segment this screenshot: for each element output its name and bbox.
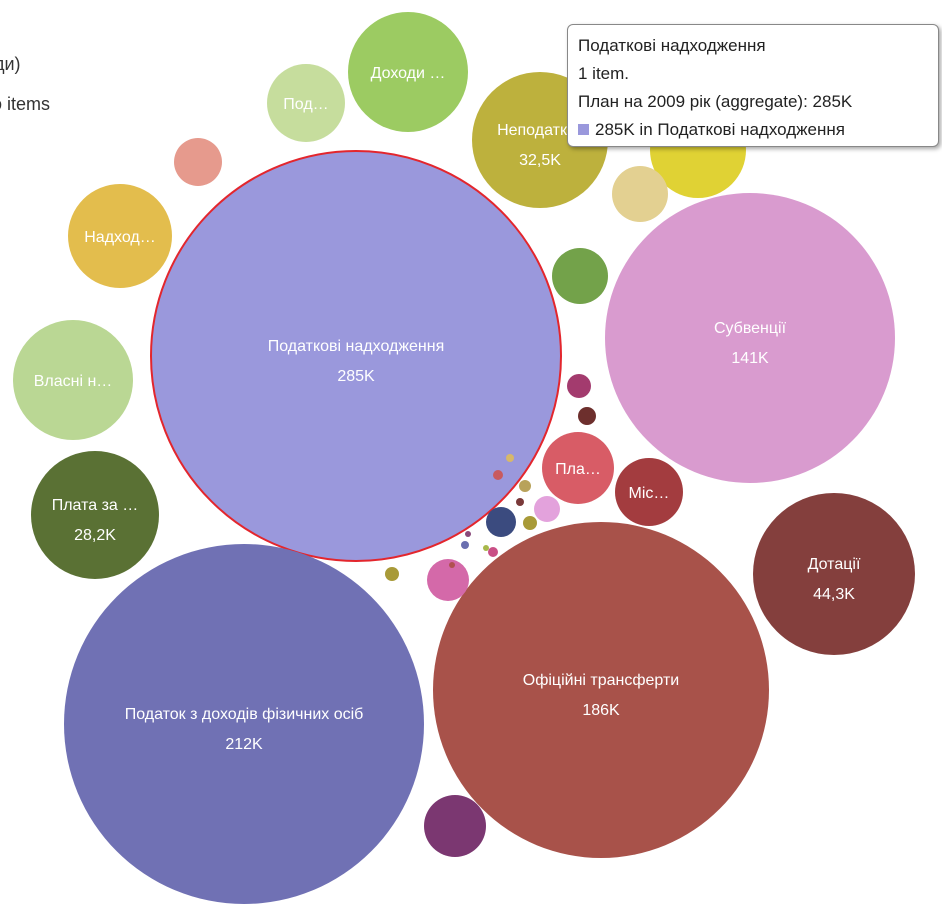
bubble-unlabeled[interactable]: [552, 248, 608, 304]
bubble-unlabeled[interactable]: [612, 166, 668, 222]
bubble-circle[interactable]: [483, 545, 489, 551]
bubble-unlabeled[interactable]: [516, 498, 524, 506]
bubble-circle[interactable]: [64, 544, 424, 904]
bubble-circle[interactable]: [542, 432, 614, 504]
bubble-надход[interactable]: Надход…: [68, 184, 172, 288]
bubble-circle[interactable]: [552, 248, 608, 304]
tooltip-title: Податкові надходження: [578, 36, 766, 55]
bubble-податкові-надходження[interactable]: Податкові надходження 285K: [150, 150, 562, 562]
bubble-circle[interactable]: [348, 12, 468, 132]
bubble-unlabeled[interactable]: [519, 480, 531, 492]
bubble-circle[interactable]: [433, 522, 769, 858]
bubble-value-label: 285K: [337, 368, 375, 385]
bubble-label: Власні н…: [34, 373, 113, 390]
bubble-под[interactable]: Под…: [267, 64, 345, 142]
bubble-unlabeled[interactable]: [486, 507, 516, 537]
bubble-податок-з-доходів-фізичних-осіб[interactable]: Податок з доходів фізичних осіб 212K: [64, 544, 424, 904]
bubble-circle[interactable]: [519, 480, 531, 492]
bubble-value-label: 32,5K: [519, 152, 561, 169]
bubble-дотації[interactable]: Дотації 44,3K: [753, 493, 915, 655]
bubble-unlabeled[interactable]: [385, 567, 399, 581]
bubble-label: Пла…: [555, 461, 601, 478]
bubble-unlabeled[interactable]: [465, 531, 471, 537]
bubble-label: Міс…: [629, 485, 670, 502]
bubble-label: Субвенції: [714, 320, 787, 337]
bubble-circle[interactable]: [488, 547, 498, 557]
bubble-unlabeled[interactable]: [523, 516, 537, 530]
bubble-circle[interactable]: [605, 193, 895, 483]
bubble-circle[interactable]: [516, 498, 524, 506]
bubble-circle[interactable]: [267, 64, 345, 142]
bubble-плата-за[interactable]: Плата за … 28,2K: [31, 451, 159, 579]
bubble-circle[interactable]: [612, 166, 668, 222]
bubble-unlabeled[interactable]: [506, 454, 514, 462]
bubble-label: Доходи …: [371, 65, 446, 82]
bubble-circle[interactable]: [506, 454, 514, 462]
bubble-label: Податок з доходів фізичних осіб: [125, 706, 364, 723]
tooltip-swatch: [578, 124, 589, 135]
bubble-circle[interactable]: [523, 516, 537, 530]
bubble-label: Неподатк…: [497, 122, 583, 139]
bubble-circle[interactable]: [68, 184, 172, 288]
bubble-circle[interactable]: [534, 496, 560, 522]
bubble-circle[interactable]: [13, 320, 133, 440]
bubble-субвенції[interactable]: Субвенції 141K: [605, 193, 895, 483]
bubble-label: Офіційні трансферти: [523, 672, 680, 689]
bubble-unlabeled[interactable]: [483, 545, 489, 551]
bubble-unlabeled[interactable]: [567, 374, 591, 398]
bubble-label: Под…: [283, 96, 328, 113]
bubble-circle[interactable]: [385, 567, 399, 581]
bubble-value-label: 28,2K: [74, 527, 116, 544]
bubble-label: Плата за …: [52, 497, 139, 514]
bubble-label: Податкові надходження: [268, 338, 445, 355]
bubble-value-label: 141K: [731, 350, 769, 367]
tooltip: Податкові надходження 1 item. План на 20…: [567, 24, 939, 147]
bubble-value-label: 44,3K: [813, 586, 855, 603]
tooltip-entry-text: 285K in Податкові надходження: [595, 120, 845, 139]
legend-text-line: ди): [0, 54, 21, 74]
tooltip-aggregate: План на 2009 рік (aggregate): 285K: [578, 92, 853, 111]
bubble-unlabeled[interactable]: [174, 138, 222, 186]
bubble-circle[interactable]: [486, 507, 516, 537]
bubble-circle[interactable]: [753, 493, 915, 655]
bubble-circle[interactable]: [449, 562, 455, 568]
bubble-circle[interactable]: [174, 138, 222, 186]
bubble-доходи[interactable]: Доходи …: [348, 12, 468, 132]
bubble-unlabeled[interactable]: [534, 496, 560, 522]
tooltip-entry: 285K in Податкові надходження: [578, 116, 928, 144]
bubble-unlabeled[interactable]: [493, 470, 503, 480]
tooltip-count: 1 item.: [578, 64, 630, 83]
bubble-unlabeled[interactable]: [424, 795, 486, 857]
bubble-unlabeled[interactable]: [449, 562, 455, 568]
bubble-circle[interactable]: [615, 458, 683, 526]
bubble-unlabeled[interactable]: [578, 407, 596, 425]
bubble-circle[interactable]: [567, 374, 591, 398]
bubble-власні-н[interactable]: Власні н…: [13, 320, 133, 440]
bubble-unlabeled[interactable]: [461, 541, 469, 549]
bubble-unlabeled[interactable]: [488, 547, 498, 557]
bubble-unlabeled[interactable]: [427, 559, 469, 601]
bubble-value-label: 212K: [225, 736, 263, 753]
legend-text-line: o items: [0, 94, 51, 114]
bubble-міс[interactable]: Міс…: [615, 458, 683, 526]
bubble-circle[interactable]: [424, 795, 486, 857]
bubble-circle[interactable]: [465, 531, 471, 537]
bubble-circle[interactable]: [150, 150, 562, 562]
bubble-пла[interactable]: Пла…: [542, 432, 614, 504]
bubble-circle[interactable]: [461, 541, 469, 549]
bubble-circle[interactable]: [427, 559, 469, 601]
bubble-circle[interactable]: [31, 451, 159, 579]
bubble-circle[interactable]: [493, 470, 503, 480]
bubble-circle[interactable]: [578, 407, 596, 425]
bubble-label: Надход…: [84, 229, 156, 246]
bubble-value-label: 186K: [582, 702, 620, 719]
bubble-label: Дотації: [808, 556, 861, 573]
bubble-офіційні-трансферти[interactable]: Офіційні трансферти 186K: [433, 522, 769, 858]
